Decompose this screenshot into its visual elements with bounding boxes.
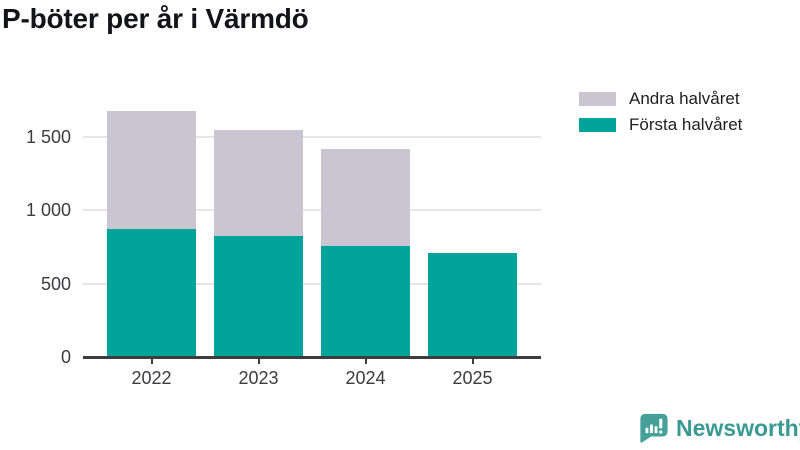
x-tick-2023 xyxy=(257,358,260,364)
x-tick-label-2024: 2024 xyxy=(345,368,386,388)
x-axis-line xyxy=(83,356,541,359)
bar-segment-2023-andra-halv-ret[interactable] xyxy=(214,129,303,236)
x-tick-2022 xyxy=(150,358,153,364)
legend-label: Första halvåret xyxy=(629,115,743,134)
bar-segment-2024-f-rsta-halv-ret[interactable] xyxy=(321,245,410,357)
x-tick-label-2025: 2025 xyxy=(452,368,493,388)
brand-name: Newsworthy xyxy=(676,414,800,441)
bar-segment-2022-f-rsta-halv-ret[interactable] xyxy=(107,229,196,357)
y-tick-label-500: 500 xyxy=(40,273,71,294)
x-tick-2025 xyxy=(471,358,474,364)
bar-segment-2025-f-rsta-halv-ret[interactable] xyxy=(428,252,517,357)
y-tick-label-1500: 1 500 xyxy=(25,127,71,147)
chart-title: P-böter per år i Värmdö xyxy=(2,3,309,34)
y-tick-label-1000: 1 000 xyxy=(25,200,71,221)
legend-label: Andra halvåret xyxy=(629,89,740,108)
brand-logo[interactable]: Newsworthy xyxy=(638,411,800,445)
legend-item-f-rsta-halv-ret[interactable]: Första halvåret xyxy=(579,115,743,134)
x-tick-2024 xyxy=(364,358,367,364)
gridline-1000 xyxy=(83,209,541,212)
legend-swatch xyxy=(579,92,616,106)
bar-segment-2024-andra-halv-ret[interactable] xyxy=(321,148,410,246)
x-tick-label-2023: 2023 xyxy=(238,368,279,388)
legend-swatch xyxy=(579,118,616,132)
x-tick-label-2022: 2022 xyxy=(131,368,172,388)
gridline-1500 xyxy=(83,136,541,138)
legend: Andra halvåret Första halvåret xyxy=(579,89,743,144)
newsworthy-bubble-chart-icon xyxy=(640,413,668,443)
legend-item-andra-halv-ret[interactable]: Andra halvåret xyxy=(579,89,742,108)
bar-segment-2023-f-rsta-halv-ret[interactable] xyxy=(214,236,303,357)
bar-segment-2022-andra-halv-ret[interactable] xyxy=(107,110,196,230)
y-tick-label-0: 0 xyxy=(60,347,71,367)
gridline-500 xyxy=(83,282,541,285)
